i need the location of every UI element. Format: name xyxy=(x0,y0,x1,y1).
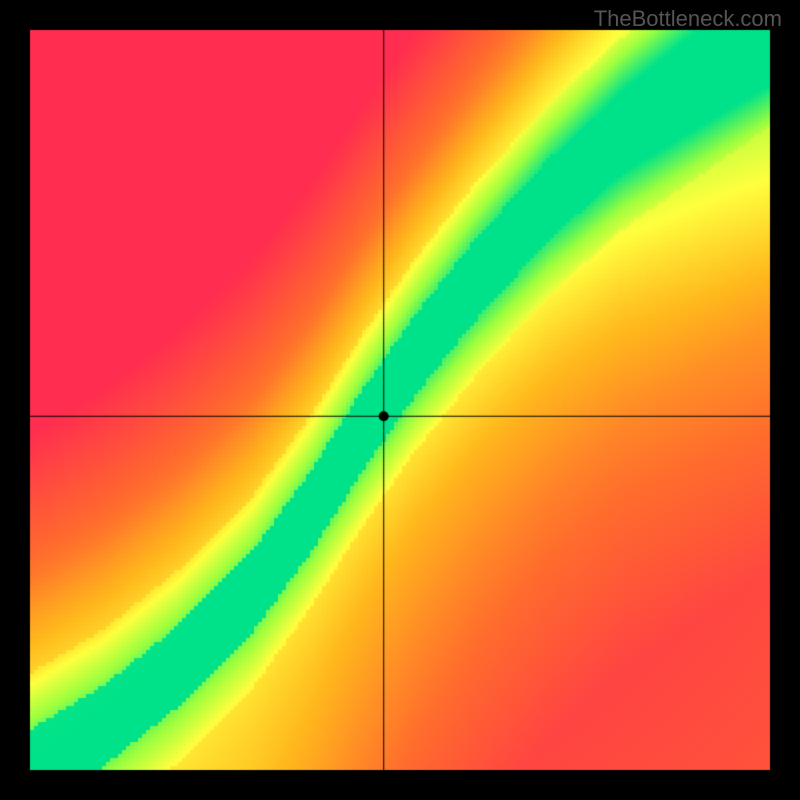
bottleneck-heatmap xyxy=(0,0,800,800)
watermark-label: TheBottleneck.com xyxy=(594,6,782,32)
chart-container: TheBottleneck.com xyxy=(0,0,800,800)
